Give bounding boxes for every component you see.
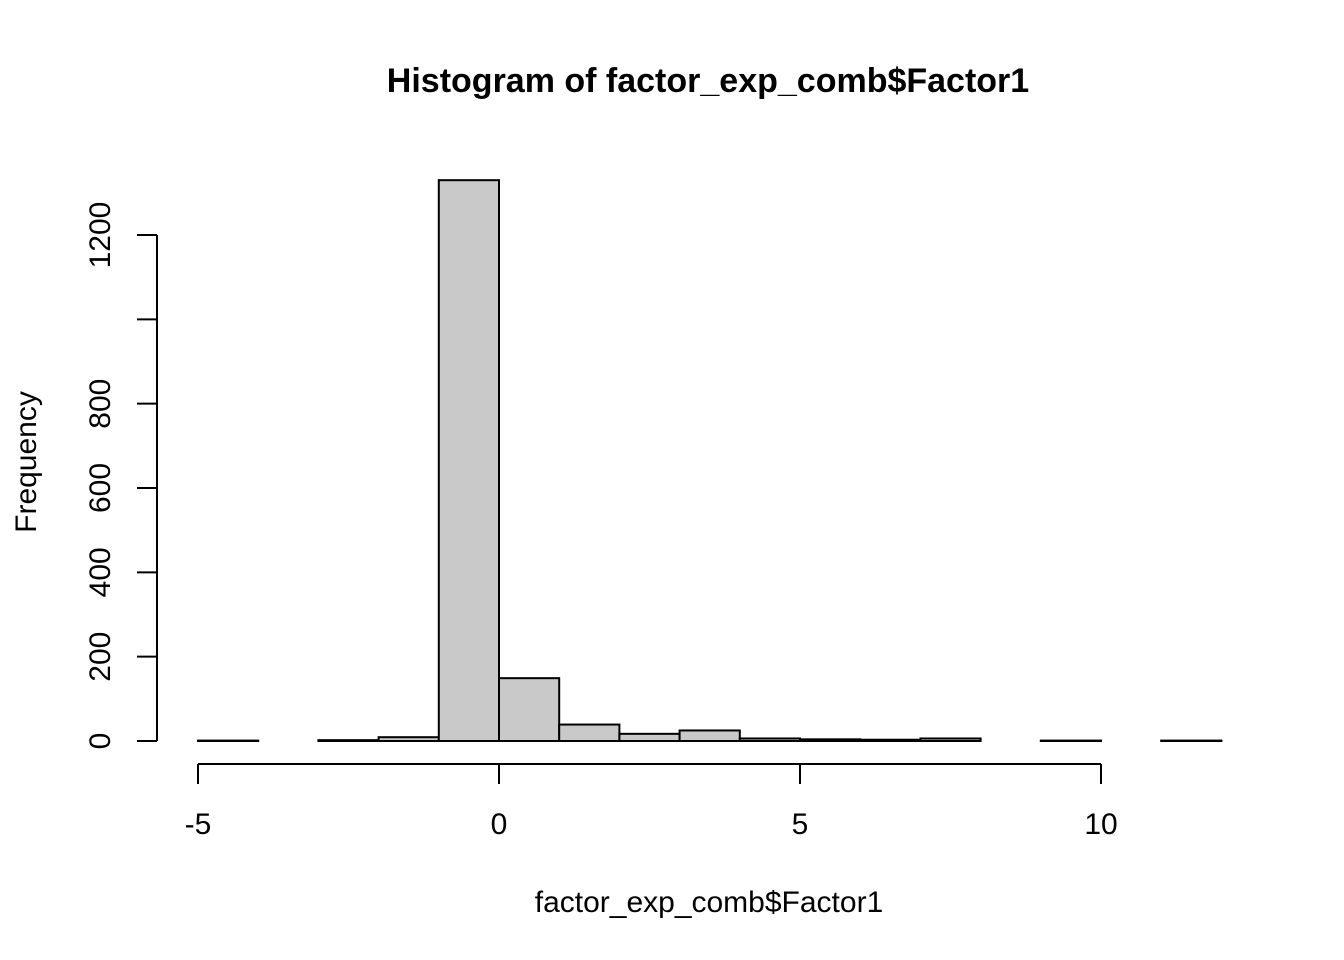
y-tick-label: 400 bbox=[84, 547, 117, 597]
y-tick-label: 800 bbox=[84, 379, 117, 429]
y-axis-label: Frequency bbox=[10, 391, 43, 533]
x-tick-label: -5 bbox=[185, 808, 212, 841]
y-tick-label: 600 bbox=[84, 463, 117, 513]
y-tick-label: 1200 bbox=[84, 202, 117, 269]
histogram-bar bbox=[377, 736, 440, 743]
histogram-bar bbox=[859, 738, 922, 742]
histogram-bar bbox=[498, 677, 561, 743]
histogram-bar bbox=[799, 738, 862, 743]
x-tick-label: 10 bbox=[1084, 808, 1117, 841]
x-axis-label: factor_exp_comb$Factor1 bbox=[535, 886, 884, 919]
y-tick-label: 200 bbox=[84, 632, 117, 682]
chart-title: Histogram of factor_exp_comb$Factor1 bbox=[387, 62, 1029, 100]
y-axis: 0 200 400 600 800 1200 bbox=[84, 202, 158, 750]
histogram-bar bbox=[558, 723, 621, 742]
x-tick-label: 0 bbox=[491, 808, 508, 841]
histogram-bar bbox=[678, 729, 741, 742]
histogram-bar bbox=[437, 179, 500, 742]
histogram-bar bbox=[738, 737, 801, 742]
histogram-bar bbox=[618, 732, 681, 742]
x-axis: -5 0 5 10 bbox=[185, 763, 1118, 841]
histogram-bar bbox=[317, 739, 380, 743]
bars-group bbox=[197, 179, 1223, 743]
y-tick-label: 0 bbox=[84, 733, 117, 750]
x-tick-label: 5 bbox=[792, 808, 809, 841]
histogram-bar bbox=[919, 737, 982, 742]
